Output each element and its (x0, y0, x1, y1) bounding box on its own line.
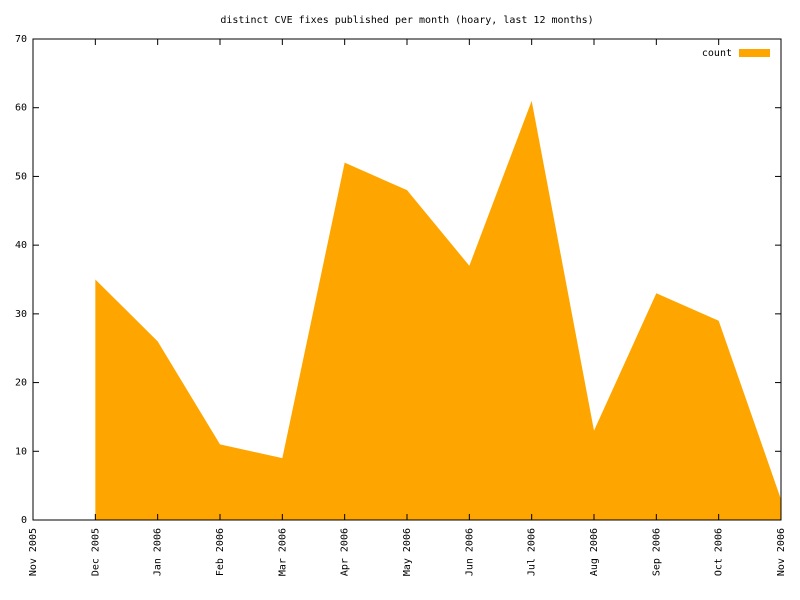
x-tick-label: Nov 2005 (28, 528, 39, 576)
y-tick-label: 30 (15, 309, 27, 320)
x-tick-label: Aug 2006 (589, 528, 600, 576)
legend-label: count (702, 48, 732, 59)
x-tick-label: Oct 2006 (714, 528, 725, 576)
x-tick-label: Feb 2006 (215, 528, 226, 576)
y-tick-label: 20 (15, 378, 27, 389)
x-tick-label: May 2006 (402, 528, 413, 576)
y-tick-label: 60 (15, 103, 27, 114)
x-tick-label: Jun 2006 (464, 528, 475, 576)
x-tick-label: Sep 2006 (651, 528, 662, 576)
y-tick-label: 10 (15, 446, 27, 457)
y-tick-label: 50 (15, 171, 27, 182)
x-tick-label: Jan 2006 (153, 528, 164, 576)
x-tick-label: Nov 2006 (776, 528, 787, 576)
x-tick-label: Apr 2006 (340, 528, 351, 576)
x-tick-label: Jul 2006 (527, 528, 538, 576)
x-tick-label: Mar 2006 (277, 528, 288, 576)
legend-swatch (739, 49, 770, 57)
y-tick-label: 40 (15, 240, 27, 251)
chart-title: distinct CVE fixes published per month (… (220, 15, 593, 26)
y-tick-label: 0 (21, 515, 27, 526)
y-tick-label: 70 (15, 34, 27, 45)
x-tick-label: Dec 2005 (90, 528, 101, 576)
area (95, 100, 782, 520)
